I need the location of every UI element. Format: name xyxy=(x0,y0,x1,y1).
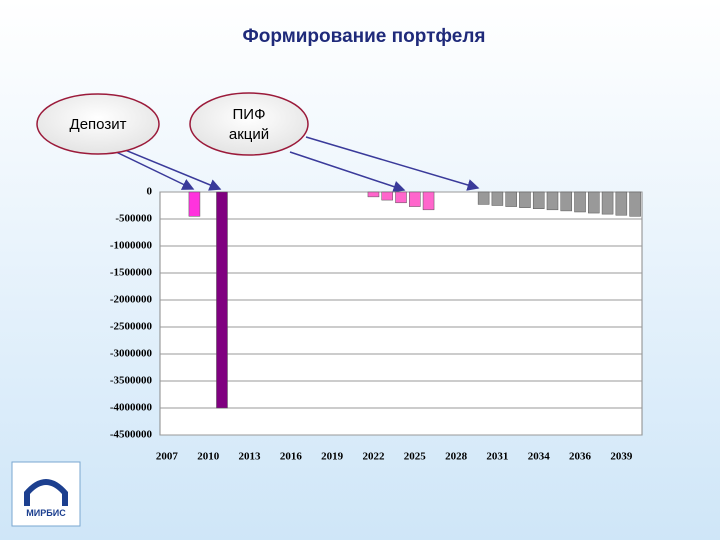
callout-deposit xyxy=(36,93,160,155)
bar xyxy=(519,191,531,208)
y-tick-label: -3500000 xyxy=(110,375,153,387)
logo-text: МИРБИС xyxy=(26,508,66,518)
bar xyxy=(491,191,504,206)
bar xyxy=(588,191,600,214)
bar xyxy=(381,191,393,201)
y-tick-label: -2000000 xyxy=(110,294,153,306)
y-tick-label: -500000 xyxy=(115,213,152,225)
logo-dome xyxy=(24,479,68,506)
y-tick-label: -4000000 xyxy=(110,402,153,414)
slide-title: Формирование портфеля xyxy=(243,26,486,47)
bar xyxy=(546,191,559,211)
bar xyxy=(409,191,421,207)
bar xyxy=(505,191,517,207)
bar xyxy=(216,191,228,409)
x-tick-label: 2039 xyxy=(610,451,633,463)
bar xyxy=(532,191,545,209)
bar xyxy=(629,191,641,217)
x-tick-label: 2007 xyxy=(156,451,179,463)
x-tick-label: 2013 xyxy=(239,451,262,463)
callout-text: ПИФ xyxy=(233,106,266,123)
x-tick-label: 2031 xyxy=(486,451,508,463)
x-tick-label: 2028 xyxy=(445,451,468,463)
bar xyxy=(477,191,490,205)
chart: 0 -500000 -1000000 -1500000 -2000000 -2500000… xyxy=(110,186,643,463)
bar xyxy=(188,191,201,217)
plot-area xyxy=(159,191,643,436)
logo-box xyxy=(11,461,81,527)
x-tick-label: 2010 xyxy=(197,451,220,463)
bar xyxy=(367,191,380,198)
x-tick-label: 2022 xyxy=(362,451,385,463)
callout-fund xyxy=(189,92,309,156)
bar xyxy=(615,191,628,216)
y-tick-label: -1000000 xyxy=(110,240,153,252)
bar xyxy=(560,191,573,212)
y-tick-label: 0 xyxy=(147,186,153,198)
x-tick-label: 2019 xyxy=(321,451,344,463)
x-tick-label: 2025 xyxy=(404,451,427,463)
arrows xyxy=(111,136,480,193)
y-tick-label: -1500000 xyxy=(110,267,153,279)
callout-text: акций xyxy=(229,126,269,143)
x-tick-label: 2016 xyxy=(280,451,303,463)
y-tick-label: -2500000 xyxy=(110,321,153,333)
x-tick-label: 2036 xyxy=(569,451,592,463)
bar xyxy=(601,191,614,215)
bar xyxy=(422,191,435,211)
y-tick-label: -4500000 xyxy=(110,429,153,441)
x-tick-label: 2034 xyxy=(528,451,551,463)
bar xyxy=(574,191,586,213)
logo: МИРБИС xyxy=(11,461,81,527)
bar xyxy=(395,191,407,204)
callout-text: Депозит xyxy=(70,116,127,133)
y-tick-label: -3000000 xyxy=(110,348,153,360)
